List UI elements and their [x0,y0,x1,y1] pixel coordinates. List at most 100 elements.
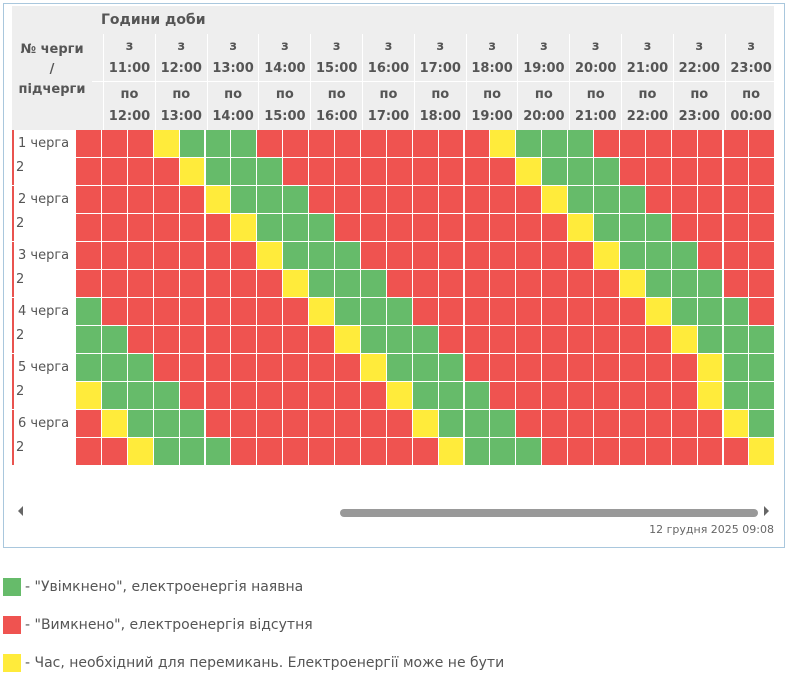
grid-cell [179,382,205,409]
grid-cell [101,186,127,213]
grid-cell [723,214,749,241]
grid-cell [723,186,749,213]
grid-cell [153,130,179,157]
grid-cell [697,214,723,241]
grid-cell [671,186,697,213]
grid-cell [386,438,412,465]
grid-cell [697,186,723,213]
grid-cell [568,158,593,185]
grid-cell [360,326,386,353]
hour-from-6: з 17:00 [419,39,461,76]
grid-cell [309,382,334,409]
grid-cell [257,382,283,409]
grid-cell [568,438,593,465]
scroll-right-icon[interactable] [764,506,769,516]
grid-cell [645,438,671,465]
grid-cell [568,354,593,381]
grid-cell [464,270,490,297]
grid-cell [723,242,749,269]
grid-cell [335,382,360,409]
grid-cell [283,130,309,157]
grid-cell [360,382,386,409]
grid-cell [697,242,723,269]
grid-cell [568,326,593,353]
grid-cell [516,298,542,325]
grid-cell [335,130,360,157]
grid-cell [723,158,749,185]
grid-cell [594,158,619,185]
grid-cell [335,214,360,241]
grid-cell [594,242,619,269]
grid-cell [309,354,334,381]
grid-cell [179,186,205,213]
grid-cell [231,214,257,241]
grid-cell [335,354,360,381]
grid-cell [412,186,438,213]
grid-cell [542,354,568,381]
grid-cell [386,158,412,185]
grid-cell [438,158,464,185]
grid-cell [723,438,749,465]
grid-cell [205,158,231,185]
grid-cell [490,186,516,213]
grid-cell [231,410,257,437]
grid-cell [490,382,516,409]
grid-cell [594,438,619,465]
grid-cell [516,186,542,213]
grid-cell [153,158,179,185]
grid-cell [179,326,205,353]
grid-cell [516,130,542,157]
grid-cell [205,354,231,381]
grid-cell [127,326,153,353]
grid-cell [594,186,619,213]
grid-cell [542,410,568,437]
grid-cell [360,438,386,465]
grid-cell [76,186,101,213]
grid-cell [335,298,360,325]
scroll-left-icon[interactable] [18,506,23,516]
hour-from-3: з 14:00 [264,39,306,76]
grid-cell [386,130,412,157]
hour-to-11: по 23:00 [678,87,720,124]
grid-cell [231,270,257,297]
grid-cell [438,186,464,213]
grid-cell [723,298,749,325]
scrollbar-thumb[interactable] [340,509,758,517]
grid-cell [205,242,231,269]
grid-cell [309,242,334,269]
grid-cell [723,270,749,297]
grid-cell [671,242,697,269]
grid-cell [360,410,386,437]
grid-cell [335,410,360,437]
grid-cell [127,410,153,437]
grid-cell [283,270,309,297]
grid-cell [412,410,438,437]
grid-cell [464,298,490,325]
grid-cell [749,158,774,185]
hour-to-12: по 00:00 [730,87,772,124]
grid-cell [153,186,179,213]
grid-cell [283,438,309,465]
queue-row-label: 2 черга 2 [12,186,76,241]
grid-cell [231,382,257,409]
grid-cell [309,186,334,213]
grid-cell [360,354,386,381]
queue-row-label: 4 черга 2 [12,298,76,353]
grid-cell [542,382,568,409]
grid-cell [205,410,231,437]
grid-cell [231,438,257,465]
hour-from-4: з 15:00 [315,39,358,76]
grid-cell [153,438,179,465]
grid-cell [594,130,619,157]
hour-from-1: з 12:00 [160,39,202,76]
grid-cell [179,130,205,157]
grid-cell [127,158,153,185]
grid-cell [594,298,619,325]
grid-cell [516,270,542,297]
grid-cell [231,158,257,185]
grid-cell [542,186,568,213]
grid-cell [645,410,671,437]
grid-cell [594,326,619,353]
grid-cell [386,326,412,353]
grid-cell [749,354,774,381]
